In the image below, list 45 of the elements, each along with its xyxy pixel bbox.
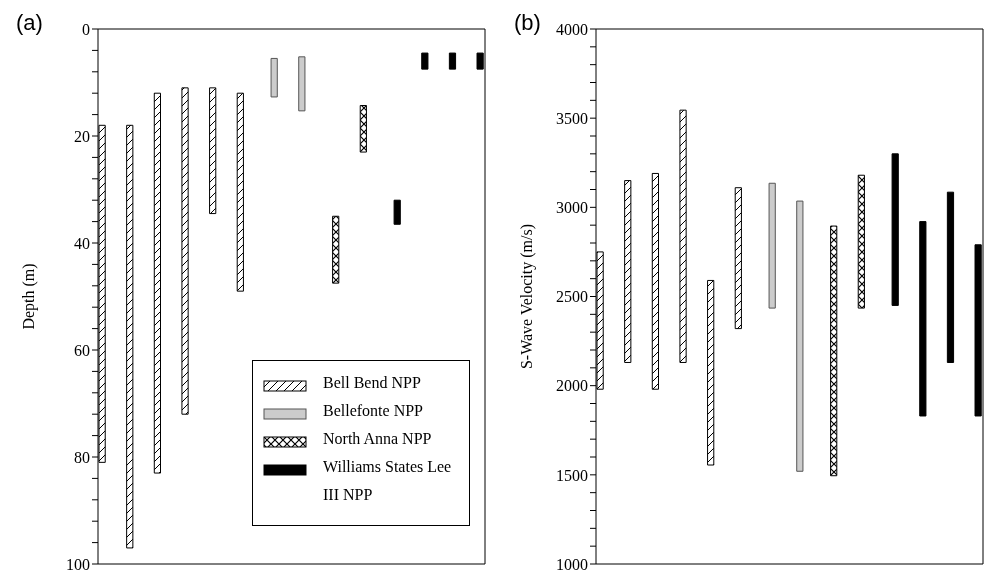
bar <box>891 153 899 306</box>
bar <box>298 56 306 112</box>
y-tick-label: 60 <box>74 341 90 359</box>
bar <box>624 180 632 363</box>
bar <box>707 279 715 466</box>
bar <box>236 92 244 292</box>
bar <box>126 124 134 549</box>
bar <box>919 221 927 417</box>
bar <box>332 215 340 284</box>
bar <box>448 52 457 70</box>
bar <box>181 87 189 415</box>
chart-title: (b) <box>514 10 541 36</box>
y-tick-label: 2500 <box>556 288 588 306</box>
bar <box>421 52 429 70</box>
bar <box>734 187 742 330</box>
y-tick-label: 80 <box>74 448 90 466</box>
y-tick-label: 3500 <box>556 109 588 127</box>
bar <box>393 199 401 225</box>
y-tick-label: 3000 <box>556 199 588 217</box>
bar <box>209 87 217 215</box>
legend-label: Bell Bend NPP <box>323 373 421 393</box>
y-tick-label: 0 <box>82 20 90 38</box>
bar <box>679 109 687 363</box>
y-tick-label: 1000 <box>556 555 588 573</box>
bar <box>830 225 838 477</box>
bar <box>270 57 278 98</box>
y-tick-label: 4000 <box>556 20 588 38</box>
bar <box>359 105 367 153</box>
y-axis-title: S-Wave Velocity (m/s) <box>517 223 536 370</box>
y-tick-label: 20 <box>74 127 90 145</box>
y-tick-label: 100 <box>66 555 90 573</box>
bar <box>153 92 162 474</box>
y-tick-label: 40 <box>74 234 90 252</box>
legend-label: Williams States Lee III NPP <box>323 457 453 505</box>
bar <box>768 182 776 309</box>
legend-label: North Anna NPP <box>323 429 432 449</box>
bar <box>651 172 660 390</box>
chart-title: (a) <box>16 10 43 36</box>
y-tick-label: 2000 <box>556 377 588 395</box>
bar <box>796 200 804 472</box>
bar <box>857 174 865 309</box>
y-tick-label: 1500 <box>556 466 588 484</box>
y-axis-title: Depth (m) <box>19 263 38 330</box>
bar <box>946 191 955 363</box>
legend-label: Bellefonte NPP <box>323 401 423 421</box>
